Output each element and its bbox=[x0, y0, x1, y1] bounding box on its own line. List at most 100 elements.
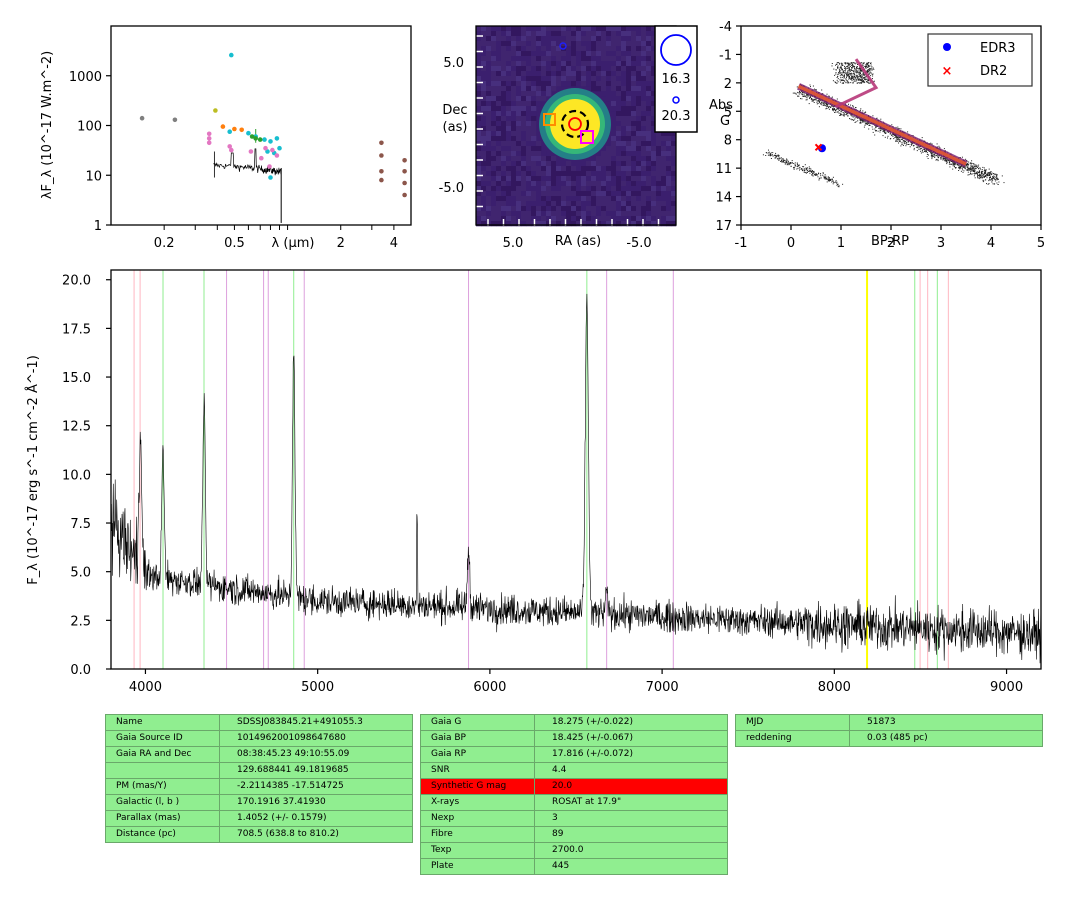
sed-xtick-label: 0.2 bbox=[154, 236, 175, 251]
spectrum-ytick-label: 20.0 bbox=[62, 274, 91, 289]
sed-point bbox=[267, 164, 272, 169]
spectrum-line bbox=[110, 293, 1042, 664]
table-key: MJD bbox=[735, 714, 850, 731]
sed-ytick-label: 1000 bbox=[69, 70, 102, 85]
image-ytick-top: 5.0 bbox=[443, 56, 464, 71]
spectrum-ytick-label: 5.0 bbox=[70, 566, 91, 581]
hrd-ytick-label: 14 bbox=[715, 191, 732, 206]
table-value: 51873 bbox=[849, 714, 1043, 731]
sed-point bbox=[229, 52, 234, 58]
table-row: Synthetic G mag 20.0 bbox=[420, 778, 728, 795]
table-row: SNR 4.4 bbox=[420, 762, 728, 779]
table-key: Gaia Source ID bbox=[105, 730, 220, 747]
sed-point bbox=[227, 129, 232, 134]
table-key: Gaia BP bbox=[420, 730, 535, 747]
table-value: 4.4 bbox=[534, 762, 728, 779]
photometry-table: Gaia G 18.275 (+/-0.022) Gaia BP 18.425 (+/… bbox=[420, 714, 728, 875]
observation-table: MJD 51873 reddening 0.03 (485 pc) bbox=[735, 714, 1043, 747]
sed-point bbox=[402, 192, 407, 198]
table-row: Texp 2700.0 bbox=[420, 842, 728, 859]
table-key: Plate bbox=[420, 858, 535, 875]
sed-point bbox=[206, 131, 212, 137]
spectrum-ytick-label: 15.0 bbox=[62, 371, 91, 386]
sed-ytick-label: 100 bbox=[77, 120, 102, 135]
table-value: 3 bbox=[534, 810, 728, 827]
legend-mag-faint: 20.3 bbox=[662, 109, 691, 124]
sed-xtick-label: 2 bbox=[337, 236, 345, 251]
hrd-ytick-label: 8 bbox=[724, 134, 732, 149]
sed-point bbox=[206, 140, 212, 146]
table-row: Gaia RP 17.816 (+/-0.072) bbox=[420, 746, 728, 763]
table-row: Fibre 89 bbox=[420, 826, 728, 843]
table-key: PM (mas/Y) bbox=[105, 778, 220, 795]
table-key: Texp bbox=[420, 842, 535, 859]
table-key: Synthetic G mag bbox=[420, 778, 535, 795]
hrd-xtick-label: 0 bbox=[787, 236, 795, 251]
table-key: Nexp bbox=[420, 810, 535, 827]
table-value: 170.1916 37.41930 bbox=[219, 794, 413, 811]
table-row: Name SDSSJ083845.21+491055.3 bbox=[105, 714, 413, 731]
table-value: 0.03 (485 pc) bbox=[849, 730, 1043, 747]
hrd-ytick-label: -1 bbox=[719, 48, 732, 63]
sed-ytick-label: 1 bbox=[94, 219, 102, 234]
spectrum-xtick-label: 7000 bbox=[646, 680, 679, 695]
table-row: Galactic (l, b ) 170.1916 37.41930 bbox=[105, 794, 413, 811]
table-key: SNR bbox=[420, 762, 535, 779]
table-key: reddening bbox=[735, 730, 850, 747]
sed-point bbox=[259, 155, 264, 161]
sed-point bbox=[248, 149, 254, 154]
image-ytick-bottom: -5.0 bbox=[439, 181, 464, 196]
hrd-legend bbox=[927, 33, 1033, 87]
table-value: 89 bbox=[534, 826, 728, 843]
hrd-y-label-1: Abs bbox=[709, 98, 733, 113]
spectrum-xtick-label: 6000 bbox=[473, 680, 506, 695]
sed-point bbox=[379, 153, 384, 158]
image-y-label-1: Dec bbox=[442, 103, 467, 118]
sky-image: Dec (as) RA (as) 5.0 -5.0 5.0 -5.0 16.3 … bbox=[439, 25, 698, 251]
spectrum-xtick-label: 5000 bbox=[301, 680, 334, 695]
spectrum-ytick-label: 10.0 bbox=[62, 468, 91, 483]
target-marker bbox=[560, 109, 590, 139]
hrd-xtick-label: -1 bbox=[735, 236, 748, 251]
sed-xtick-label: 4 bbox=[390, 236, 398, 251]
table-key: Gaia RA and Dec bbox=[105, 746, 220, 763]
table-key: Distance (pc) bbox=[105, 826, 220, 843]
sed-point bbox=[257, 137, 263, 142]
table-value: 08:38:45.23 49:10:55.09 bbox=[219, 746, 413, 763]
spectrum-ytick-label: 7.5 bbox=[70, 517, 91, 532]
sed-point bbox=[220, 124, 226, 129]
sed-point bbox=[268, 139, 273, 144]
sed-point bbox=[213, 108, 218, 113]
svg-text:×: × bbox=[942, 64, 953, 79]
table-row: Gaia Source ID 1014962001098647680 bbox=[105, 730, 413, 747]
sed-point bbox=[172, 117, 178, 123]
image-xtick-right: -5.0 bbox=[626, 236, 651, 251]
table-key: X-rays bbox=[420, 794, 535, 811]
legend-mag-bright: 16.3 bbox=[662, 72, 691, 87]
table-row: PM (mas/Y) -2.2114385 -17.514725 bbox=[105, 778, 413, 795]
table-row: Distance (pc) 708.5 (638.8 to 810.2) bbox=[105, 826, 413, 843]
table-value: 17.816 (+/-0.072) bbox=[534, 746, 728, 763]
sed-point bbox=[262, 137, 267, 142]
spectrum-y-label: F_λ (10^-17 erg s^-1 cm^-2 Å^-1) bbox=[25, 355, 41, 585]
table-value: 2700.0 bbox=[534, 842, 728, 859]
table-row: Gaia G 18.275 (+/-0.022) bbox=[420, 714, 728, 731]
hrd-xtick-label: 3 bbox=[937, 236, 945, 251]
spectrum-xtick-label: 9000 bbox=[990, 680, 1023, 695]
spectrum-xtick-label: 4000 bbox=[129, 680, 162, 695]
sed-point bbox=[265, 149, 270, 154]
sed-plot: 1 10 100 1000 0.2 0.5 2 4 λF_λ (10^-17 W.m^-2)… bbox=[40, 25, 412, 251]
sed-point bbox=[402, 180, 407, 186]
spectrum-plot: 0.0 2.5 5.0 7.5 10.0 12.5 15.0 17.5 20.0 4000 500… bbox=[25, 269, 1042, 695]
hrd-xtick-label: 5 bbox=[1037, 236, 1045, 251]
sed-spectrum-trace bbox=[213, 148, 282, 176]
table-key: Fibre bbox=[420, 826, 535, 843]
hrd-xtick-label: 4 bbox=[987, 236, 995, 251]
spectrum-ytick-label: 0.0 bbox=[70, 663, 91, 678]
table-value: 1.4052 (+/- 0.1579) bbox=[219, 810, 413, 827]
table-row: X-rays ROSAT at 17.9" bbox=[420, 794, 728, 811]
sed-point bbox=[139, 115, 145, 121]
table-value: -2.2114385 -17.514725 bbox=[219, 778, 413, 795]
sed-point bbox=[402, 169, 407, 174]
